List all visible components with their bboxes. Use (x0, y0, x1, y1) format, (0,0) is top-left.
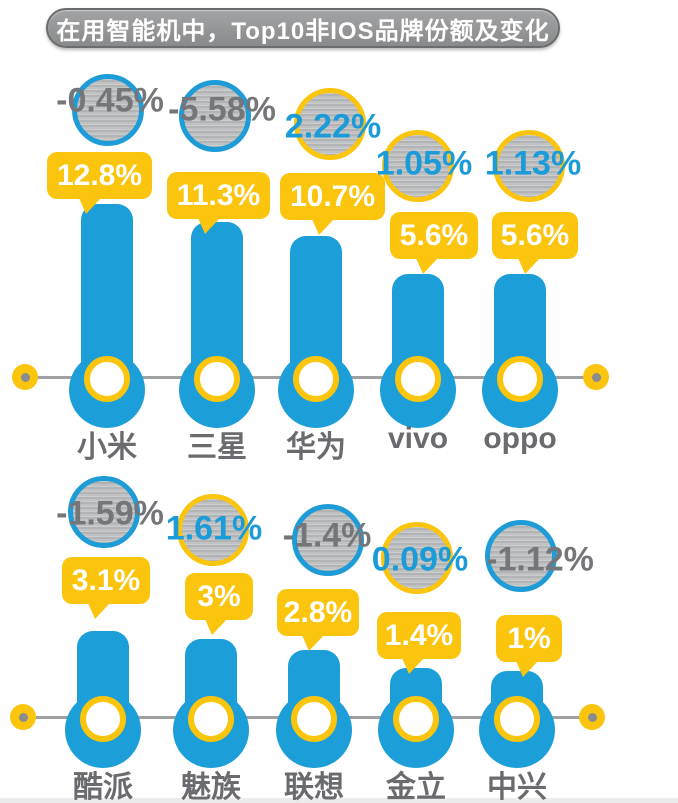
brand-label: vivo (387, 422, 449, 455)
share-value: 5.6% (399, 218, 469, 252)
change-value: -1.12% (486, 540, 594, 579)
bulb-ring (188, 696, 234, 742)
share-value: 1.4% (384, 618, 454, 652)
change-value: -0.45% (56, 81, 164, 120)
share-value: 5.6% (500, 218, 570, 252)
brand-label: 酷派 (73, 771, 133, 803)
brand-label: 小米 (77, 431, 137, 464)
share-bubble: 10.7% (280, 173, 385, 235)
change-circle (382, 130, 454, 202)
chart-title: 在用智能机中，Top10非IOS品牌份额及变化 (46, 8, 560, 48)
brand-label: 华为 (286, 431, 346, 464)
share-value: 1% (507, 621, 551, 655)
brand-label: 金立 (386, 771, 446, 803)
share-value: 2.8% (283, 595, 353, 629)
change-value: 0.09% (371, 540, 469, 579)
brand-label: 三星 (187, 431, 247, 464)
change-value: -1.59% (56, 494, 164, 533)
share-value: 12.8% (56, 158, 143, 192)
bulb-ring (291, 696, 337, 742)
brand-label: 中兴 (487, 771, 547, 803)
change-circle (68, 476, 140, 548)
change-circle (381, 522, 453, 594)
axis-endpoint-dot-right-top (583, 364, 609, 390)
share-bubble: 5.6% (390, 212, 478, 274)
bulb-ring (395, 356, 441, 402)
change-value: 1.61% (165, 509, 263, 548)
axis-endpoint-dot-left-top (12, 364, 38, 390)
bulb-ring (494, 696, 540, 742)
bulb-ring (194, 356, 240, 402)
share-bubble: 3% (185, 573, 253, 635)
share-bubble: 3.1% (62, 557, 150, 619)
share-value: 3% (197, 579, 241, 613)
change-value: 1.05% (375, 144, 473, 183)
brand-label: oppo (483, 422, 557, 455)
change-circle (294, 88, 366, 160)
change-circle (485, 520, 557, 592)
share-bubble: 11.3% (167, 172, 270, 234)
share-bubble: 1.4% (377, 612, 461, 674)
bulb-ring (497, 356, 543, 402)
brand-label: 魅族 (181, 771, 241, 803)
share-value: 3.1% (71, 563, 141, 597)
brand-label: 联想 (284, 771, 344, 803)
change-value: 1.13% (484, 144, 582, 183)
change-value: -5.58% (168, 90, 276, 129)
change-value: 2.22% (284, 107, 382, 146)
share-bubble: 12.8% (47, 152, 152, 214)
change-circle (177, 494, 249, 566)
change-circle (292, 504, 364, 576)
bulb-ring (393, 696, 439, 742)
axis-endpoint-dot-left-bottom (10, 704, 36, 730)
share-bubble: 5.6% (492, 212, 578, 274)
change-value: -1.4% (282, 516, 372, 555)
share-bubble: 1% (496, 615, 562, 677)
change-circle (493, 130, 565, 202)
change-circle (179, 80, 251, 152)
share-value: 10.7% (289, 179, 376, 213)
bulb-ring (80, 696, 126, 742)
share-bubble: 2.8% (277, 589, 359, 651)
bulb-ring (84, 356, 130, 402)
share-value: 11.3% (176, 178, 261, 212)
change-circle (72, 74, 144, 146)
bulb-ring (293, 356, 339, 402)
page-bottom-edge (0, 798, 678, 803)
axis-endpoint-dot-right-bottom (579, 704, 605, 730)
